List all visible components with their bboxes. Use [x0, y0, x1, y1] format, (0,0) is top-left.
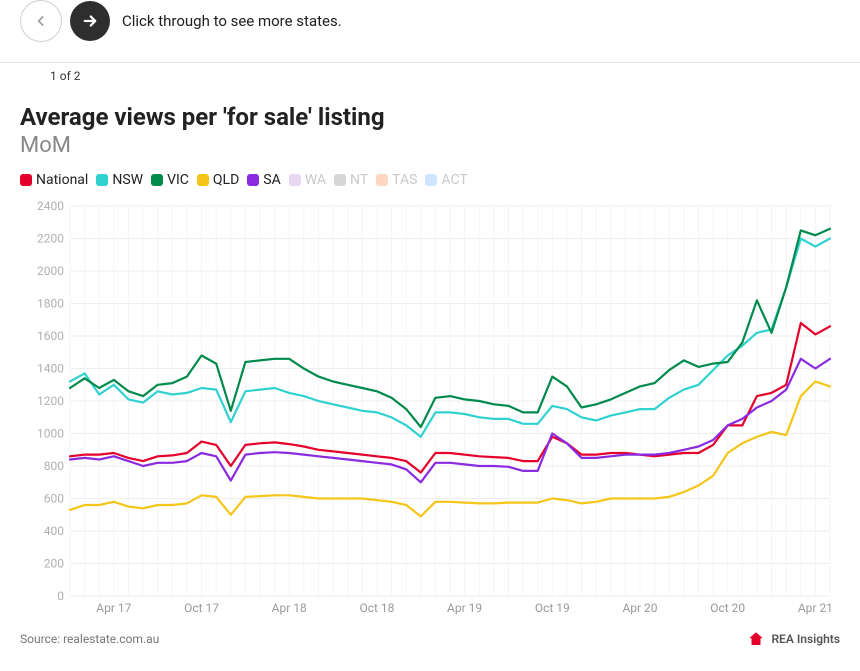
legend-item-qld[interactable]: QLD	[197, 172, 239, 188]
legend-swatch	[247, 174, 259, 186]
legend-swatch	[20, 174, 32, 186]
svg-text:Oct 20: Oct 20	[710, 601, 745, 615]
svg-text:Apr 17: Apr 17	[96, 601, 131, 615]
legend-swatch	[96, 174, 108, 186]
legend-item-vic[interactable]: VIC	[151, 172, 189, 188]
svg-text:Oct 19: Oct 19	[535, 601, 570, 615]
svg-text:Apr 19: Apr 19	[447, 601, 482, 615]
pager-text: 1 of 2	[0, 63, 860, 83]
svg-text:Apr 18: Apr 18	[272, 601, 307, 615]
svg-text:1800: 1800	[37, 297, 64, 311]
legend-item-sa[interactable]: SA	[247, 172, 280, 188]
svg-text:600: 600	[44, 492, 64, 506]
svg-text:0: 0	[57, 589, 64, 603]
legend-label: QLD	[213, 172, 239, 188]
next-button[interactable]	[70, 1, 110, 41]
svg-text:1600: 1600	[37, 329, 64, 343]
svg-text:800: 800	[44, 459, 64, 473]
legend-label: TAS	[392, 172, 417, 188]
legend-item-nsw[interactable]: NSW	[96, 172, 143, 188]
chart-plot: 0 200 400 600 800 1000 1200 1400 1600 1800 2000 220…	[20, 196, 840, 616]
legend-swatch	[289, 174, 301, 186]
chevron-left-icon	[34, 14, 48, 28]
svg-text:Oct 17: Oct 17	[184, 601, 219, 615]
svg-text:Apr 20: Apr 20	[622, 601, 657, 615]
chart-subtitle: MoM	[20, 133, 840, 158]
arrow-right-icon	[81, 12, 99, 30]
svg-text:Oct 18: Oct 18	[359, 601, 394, 615]
legend-swatch	[425, 174, 437, 186]
chart-title: Average views per 'for sale' listing	[20, 103, 840, 131]
legend-label: VIC	[167, 172, 189, 188]
legend-item-national[interactable]: National	[20, 172, 88, 188]
legend-label: ACT	[441, 172, 467, 188]
legend-item-act[interactable]: ACT	[425, 172, 467, 188]
chart-footer: Source: realestate.com.au REA Insights	[0, 626, 860, 658]
svg-text:2200: 2200	[37, 232, 64, 246]
legend-swatch	[197, 174, 209, 186]
chart-legend: National NSW VIC QLD SA WA NT TAS ACT	[20, 172, 840, 188]
legend-item-tas[interactable]: TAS	[376, 172, 417, 188]
legend-item-nt[interactable]: NT	[334, 172, 368, 188]
svg-text:1400: 1400	[37, 362, 64, 376]
svg-text:1000: 1000	[37, 427, 64, 441]
legend-swatch	[376, 174, 388, 186]
legend-label: NSW	[112, 172, 143, 188]
rea-insights-text: REA Insights	[771, 632, 840, 646]
svg-text:1200: 1200	[37, 394, 64, 408]
chart: Average views per 'for sale' listing MoM…	[0, 83, 860, 626]
prev-button[interactable]	[20, 0, 62, 42]
svg-text:Apr 21: Apr 21	[798, 601, 833, 615]
legend-swatch	[334, 174, 346, 186]
svg-text:200: 200	[44, 557, 64, 571]
legend-label: NT	[350, 172, 368, 188]
legend-swatch	[151, 174, 163, 186]
click-through-text: Click through to see more states.	[122, 12, 342, 30]
source-text: Source: realestate.com.au	[20, 632, 159, 646]
house-icon	[747, 630, 765, 648]
svg-text:2000: 2000	[37, 264, 64, 278]
legend-label: National	[36, 172, 88, 188]
legend-label: SA	[263, 172, 280, 188]
top-bar: Click through to see more states.	[0, 0, 860, 63]
legend-label: WA	[305, 172, 326, 188]
svg-text:2400: 2400	[37, 199, 64, 213]
legend-item-wa[interactable]: WA	[289, 172, 326, 188]
svg-text:400: 400	[44, 524, 64, 538]
rea-insights-logo: REA Insights	[747, 630, 840, 648]
